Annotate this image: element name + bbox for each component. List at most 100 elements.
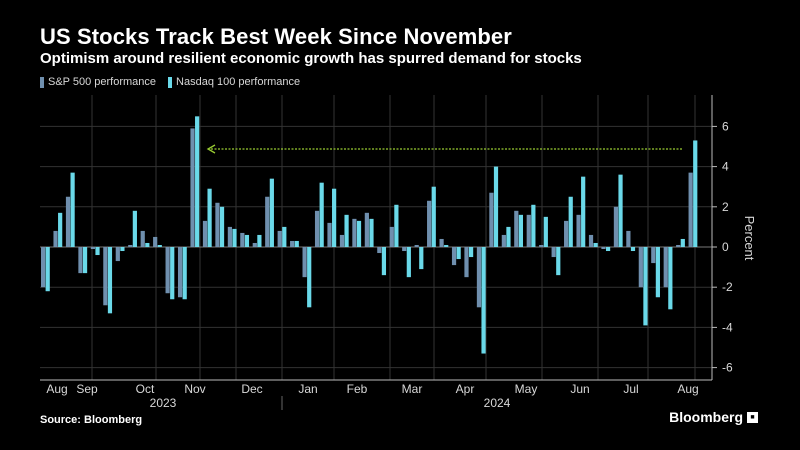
bar-nasdaq-32 xyxy=(444,244,449,247)
source-note: Source: Bloomberg xyxy=(40,414,143,426)
bar-sp500-16 xyxy=(240,232,245,247)
bar-nasdaq-27 xyxy=(381,247,387,276)
x-tick-label-4: Dec xyxy=(241,382,262,396)
bar-nasdaq-13 xyxy=(207,188,212,247)
bar-nasdaq-15 xyxy=(232,228,237,247)
bar-nasdaq-19 xyxy=(282,226,287,247)
bar-nasdaq-30 xyxy=(419,247,424,270)
bar-sp500-13 xyxy=(202,220,208,247)
brand-chat-icon: ■ xyxy=(747,411,758,423)
bar-sp500-1 xyxy=(53,230,58,247)
brand-name: Bloomberg xyxy=(669,409,743,425)
bar-nasdaq-33 xyxy=(456,247,461,260)
bar-sp500-52 xyxy=(688,172,693,247)
bar-sp500-40 xyxy=(539,244,544,247)
bar-nasdaq-51 xyxy=(680,238,685,247)
legend-label-nasdaq: Nasdaq 100 performance xyxy=(176,76,301,88)
bar-nasdaq-6 xyxy=(120,247,125,252)
bar-sp500-27 xyxy=(377,247,382,254)
x-tick-label-9: May xyxy=(515,382,538,396)
bar-sp500-51 xyxy=(676,244,681,247)
bar-nasdaq-31 xyxy=(431,186,436,247)
bar-nasdaq-22 xyxy=(319,182,324,247)
bar-sp500-15 xyxy=(227,226,232,247)
x-tick-label-0: Aug xyxy=(46,382,67,396)
bar-nasdaq-7 xyxy=(132,210,137,247)
bar-nasdaq-41 xyxy=(556,247,561,276)
legend-item-sp500: S&P 500 performance xyxy=(40,76,156,88)
bar-nasdaq-52 xyxy=(693,140,698,247)
bar-sp500-44 xyxy=(588,234,594,247)
x-tick-label-1: Sep xyxy=(76,382,98,396)
bar-nasdaq-3 xyxy=(82,247,88,274)
bar-nasdaq-11 xyxy=(182,247,187,300)
x-tick-label-11: Jul xyxy=(623,382,638,396)
bar-nasdaq-48 xyxy=(643,247,648,326)
bar-nasdaq-45 xyxy=(605,247,611,252)
bar-nasdaq-26 xyxy=(369,218,374,247)
bar-sp500-31 xyxy=(427,200,432,247)
annotation-arrow-head xyxy=(206,144,216,154)
bar-sp500-0 xyxy=(41,247,46,288)
bar-sp500-8 xyxy=(140,230,145,247)
year-label-2023: 2023 xyxy=(150,396,177,410)
bar-nasdaq-17 xyxy=(257,234,262,247)
bar-nasdaq-47 xyxy=(630,247,636,252)
bar-sp500-6 xyxy=(115,247,120,262)
bar-nasdaq-46 xyxy=(618,174,623,247)
bar-sp500-42 xyxy=(564,220,569,247)
bar-sp500-11 xyxy=(177,247,183,298)
bar-nasdaq-28 xyxy=(394,204,399,247)
bar-nasdaq-24 xyxy=(344,214,349,247)
bar-nasdaq-0 xyxy=(45,247,50,292)
bar-sp500-37 xyxy=(501,234,506,247)
x-tick-label-5: Jan xyxy=(298,382,317,396)
y-tick-label-2: 2 xyxy=(722,200,729,214)
legend-swatch-nasdaq xyxy=(168,76,173,88)
bar-sp500-7 xyxy=(128,244,133,247)
bar-nasdaq-10 xyxy=(170,247,175,300)
bar-sp500-48 xyxy=(638,247,643,288)
bar-nasdaq-9 xyxy=(157,244,162,247)
bar-sp500-28 xyxy=(389,226,394,247)
bar-sp500-18 xyxy=(265,196,270,247)
bar-nasdaq-35 xyxy=(481,247,486,354)
bar-nasdaq-20 xyxy=(294,240,299,247)
bar-nasdaq-12 xyxy=(195,116,200,247)
legend-item-nasdaq: Nasdaq 100 performance xyxy=(168,76,300,88)
bar-nasdaq-36 xyxy=(493,166,499,247)
bar-sp500-24 xyxy=(339,234,345,247)
bar-nasdaq-2 xyxy=(70,172,75,247)
x-tick-label-12: Aug xyxy=(677,382,698,396)
bar-nasdaq-44 xyxy=(593,242,598,247)
y-tick-label-4: 4 xyxy=(722,160,729,174)
bar-nasdaq-21 xyxy=(307,247,312,308)
bar-nasdaq-23 xyxy=(332,188,337,247)
bar-sp500-17 xyxy=(252,242,257,247)
bar-nasdaq-8 xyxy=(145,242,150,247)
bar-sp500-47 xyxy=(626,230,631,247)
x-tick-label-2: Oct xyxy=(136,382,155,396)
bar-sp500-2 xyxy=(65,196,71,247)
x-tick-label-3: Nov xyxy=(184,382,205,396)
bar-sp500-38 xyxy=(514,210,519,247)
bar-sp500-5 xyxy=(103,247,108,306)
bar-nasdaq-16 xyxy=(244,234,250,247)
bar-nasdaq-38 xyxy=(518,214,524,247)
bar-sp500-36 xyxy=(489,192,494,247)
bar-sp500-20 xyxy=(290,240,295,247)
brand-logo: Bloomberg ■ xyxy=(669,409,758,425)
bar-sp500-9 xyxy=(153,236,158,247)
x-tick-label-8: Apr xyxy=(456,382,475,396)
bar-sp500-45 xyxy=(601,247,606,250)
y-tick-label-6: 6 xyxy=(722,119,729,133)
chart-subtitle: Optimism around resilient economic growt… xyxy=(40,50,582,67)
bar-nasdaq-37 xyxy=(506,226,511,247)
bar-sp500-46 xyxy=(613,206,619,247)
bar-sp500-25 xyxy=(352,218,357,247)
bar-nasdaq-42 xyxy=(568,196,573,247)
bar-nasdaq-1 xyxy=(58,212,63,247)
bar-nasdaq-40 xyxy=(543,216,548,247)
x-tick-label-7: Mar xyxy=(402,382,423,396)
bar-nasdaq-14 xyxy=(219,206,225,247)
